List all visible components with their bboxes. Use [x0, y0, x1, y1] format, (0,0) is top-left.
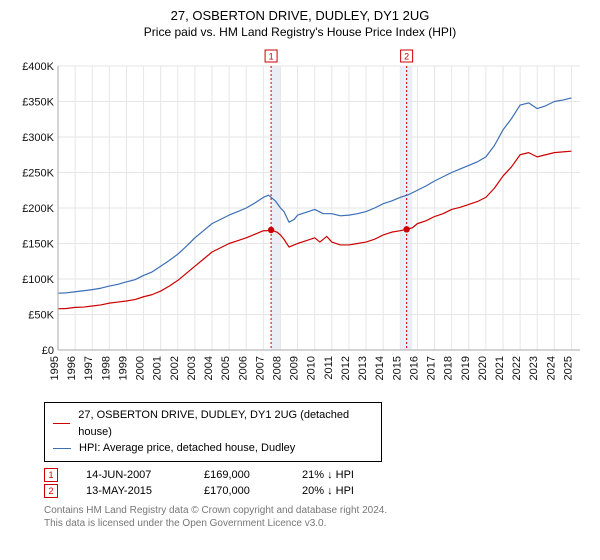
sale-marker-1: 1	[44, 468, 58, 482]
license-line-1: Contains HM Land Registry data © Crown c…	[44, 504, 564, 518]
svg-text:£200K: £200K	[22, 203, 54, 215]
svg-text:2023: 2023	[528, 356, 540, 380]
svg-text:2019: 2019	[460, 356, 472, 380]
svg-text:£250K: £250K	[22, 168, 54, 180]
svg-text:2013: 2013	[357, 356, 369, 380]
sale-date-2: 13-MAY-2015	[86, 485, 176, 497]
svg-text:1996: 1996	[66, 356, 78, 380]
svg-text:2008: 2008	[271, 356, 283, 380]
legend-label-2: HPI: Average price, detached house, Dudl…	[79, 440, 295, 457]
svg-text:£400K: £400K	[22, 61, 54, 73]
sale-diff-2: 20% ↓ HPI	[302, 485, 354, 497]
svg-text:£350K: £350K	[22, 97, 54, 109]
svg-text:2007: 2007	[254, 356, 266, 380]
svg-text:2012: 2012	[340, 356, 352, 380]
sale-diff-1: 21% ↓ HPI	[302, 469, 354, 481]
svg-text:2000: 2000	[135, 356, 147, 380]
title-line-2: Price paid vs. HM Land Registry's House …	[12, 25, 588, 41]
sale-marker-2: 2	[44, 484, 58, 498]
sale-date-1: 14-JUN-2007	[86, 469, 176, 481]
legend-swatch-1	[53, 423, 70, 424]
svg-text:2001: 2001	[152, 356, 164, 380]
svg-text:2004: 2004	[203, 356, 215, 380]
sale-row-1: 1 14-JUN-2007 £169,000 21% ↓ HPI	[44, 468, 588, 482]
license-text: Contains HM Land Registry data © Crown c…	[44, 504, 564, 531]
svg-text:2021: 2021	[494, 356, 506, 380]
svg-text:2003: 2003	[186, 356, 198, 380]
svg-text:£100K: £100K	[22, 274, 54, 286]
svg-text:1995: 1995	[49, 356, 61, 380]
svg-text:2010: 2010	[306, 356, 318, 380]
sale-price-1: £169,000	[204, 469, 274, 481]
svg-text:£300K: £300K	[22, 132, 54, 144]
svg-text:2017: 2017	[426, 356, 438, 380]
svg-text:1997: 1997	[83, 356, 95, 380]
title-line-1: 27, OSBERTON DRIVE, DUDLEY, DY1 2UG	[12, 8, 588, 25]
svg-text:2002: 2002	[169, 356, 181, 380]
legend-label-1: 27, OSBERTON DRIVE, DUDLEY, DY1 2UG (det…	[78, 407, 373, 440]
svg-text:2015: 2015	[391, 356, 403, 380]
price-chart: £0 £50K £100K £150K £200K £250K £300K £350K £400…	[12, 46, 588, 394]
sale-row-2: 2 13-MAY-2015 £170,000 20% ↓ HPI	[44, 484, 588, 498]
svg-text:2024: 2024	[545, 356, 557, 380]
legend-row-1: 27, OSBERTON DRIVE, DUDLEY, DY1 2UG (det…	[53, 407, 373, 440]
svg-text:2025: 2025	[562, 356, 574, 380]
legend-swatch-2	[53, 448, 71, 449]
svg-text:2: 2	[404, 52, 409, 62]
svg-text:£50K: £50K	[28, 310, 54, 322]
svg-text:1998: 1998	[100, 356, 112, 380]
svg-text:2022: 2022	[511, 356, 523, 380]
license-line-2: This data is licensed under the Open Gov…	[44, 517, 564, 531]
svg-text:2014: 2014	[374, 356, 386, 380]
svg-text:£150K: £150K	[22, 239, 54, 251]
svg-text:2018: 2018	[443, 356, 455, 380]
sale-price-2: £170,000	[204, 485, 274, 497]
svg-text:2016: 2016	[408, 356, 420, 380]
svg-text:2006: 2006	[237, 356, 249, 380]
svg-text:£0: £0	[42, 345, 54, 357]
legend: 27, OSBERTON DRIVE, DUDLEY, DY1 2UG (det…	[44, 402, 382, 462]
svg-text:2011: 2011	[323, 356, 335, 380]
svg-text:2009: 2009	[289, 356, 301, 380]
legend-row-2: HPI: Average price, detached house, Dudl…	[53, 440, 373, 457]
svg-text:2005: 2005	[220, 356, 232, 380]
svg-text:1: 1	[269, 52, 274, 62]
svg-text:2020: 2020	[477, 356, 489, 380]
svg-text:1999: 1999	[117, 356, 129, 380]
